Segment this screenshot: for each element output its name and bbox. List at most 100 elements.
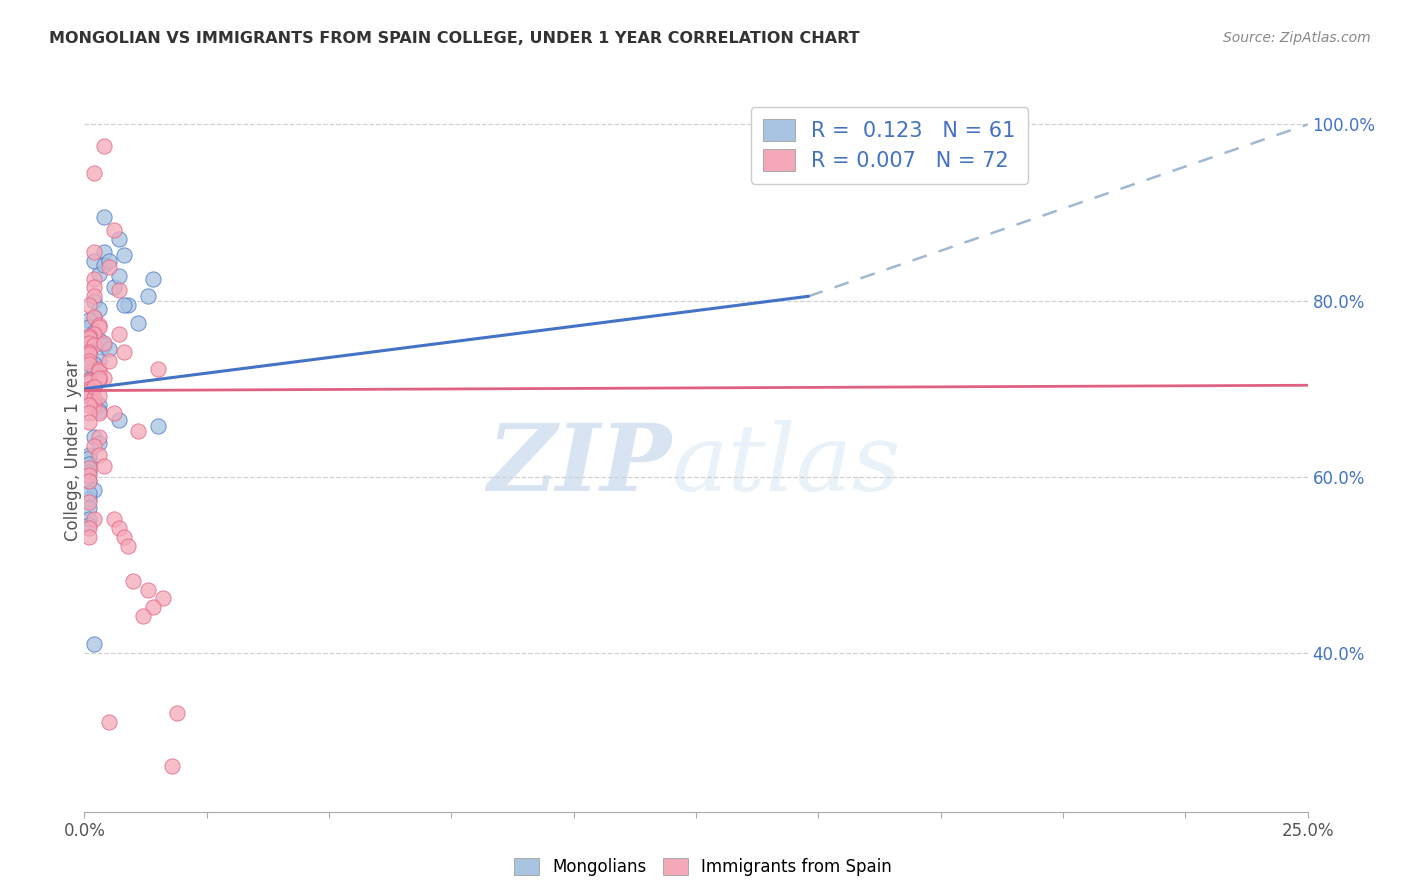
- Point: [103, 280, 125, 294]
- Point: [136, 582, 159, 597]
- Point: [83, 271, 105, 285]
- Point: [77, 331, 100, 345]
- Point: [83, 380, 105, 394]
- Point: [77, 450, 100, 465]
- Point: [77, 382, 100, 396]
- Point: [83, 483, 105, 497]
- Point: [142, 600, 165, 615]
- Point: [83, 395, 105, 409]
- Point: [83, 327, 105, 342]
- Point: [97, 714, 120, 729]
- Point: [136, 289, 159, 303]
- Point: [83, 391, 105, 405]
- Point: [83, 380, 105, 394]
- Point: [77, 466, 100, 480]
- Point: [103, 407, 125, 421]
- Point: [77, 415, 100, 429]
- Point: [77, 468, 100, 483]
- Point: [87, 320, 110, 334]
- Point: [77, 389, 100, 403]
- Point: [83, 362, 105, 376]
- Text: Source: ZipAtlas.com: Source: ZipAtlas.com: [1223, 31, 1371, 45]
- Point: [77, 491, 100, 506]
- Point: [77, 448, 100, 462]
- Point: [103, 512, 125, 526]
- Point: [112, 298, 135, 312]
- Point: [107, 283, 129, 297]
- Point: [77, 335, 100, 350]
- Point: [83, 366, 105, 380]
- Point: [97, 353, 120, 368]
- Point: [77, 344, 100, 359]
- Point: [77, 353, 100, 368]
- Point: [93, 259, 115, 273]
- Point: [77, 407, 100, 421]
- Point: [97, 260, 120, 275]
- Point: [77, 357, 100, 371]
- Point: [112, 248, 135, 262]
- Point: [77, 485, 100, 500]
- Point: [77, 346, 100, 360]
- Point: [77, 382, 100, 396]
- Point: [87, 364, 110, 378]
- Point: [83, 254, 105, 268]
- Point: [77, 457, 100, 471]
- Point: [107, 412, 129, 426]
- Point: [83, 280, 105, 294]
- Point: [87, 389, 110, 403]
- Point: [93, 337, 115, 351]
- Point: [93, 210, 115, 224]
- Point: [132, 609, 155, 624]
- Point: [97, 342, 120, 356]
- Point: [83, 430, 105, 444]
- Point: [83, 311, 105, 326]
- Point: [77, 375, 100, 389]
- Point: [77, 475, 100, 489]
- Point: [77, 384, 100, 398]
- Point: [83, 293, 105, 308]
- Point: [146, 362, 169, 376]
- Point: [87, 448, 110, 462]
- Point: [83, 398, 105, 412]
- Point: [87, 371, 110, 385]
- Point: [166, 706, 188, 720]
- Point: [107, 521, 129, 535]
- Point: [77, 373, 100, 387]
- Point: [77, 386, 100, 401]
- Point: [83, 245, 105, 260]
- Point: [77, 346, 100, 360]
- Point: [77, 373, 100, 387]
- Point: [146, 418, 169, 433]
- Point: [77, 389, 100, 403]
- Point: [77, 329, 100, 343]
- Point: [77, 313, 100, 327]
- Point: [107, 232, 129, 246]
- Point: [83, 337, 105, 351]
- Point: [87, 371, 110, 385]
- Point: [93, 371, 115, 385]
- Point: [83, 637, 105, 651]
- Point: [87, 407, 110, 421]
- Point: [77, 398, 100, 412]
- Point: [87, 334, 110, 348]
- Point: [77, 344, 100, 359]
- Point: [87, 362, 110, 376]
- Point: [77, 375, 100, 389]
- Y-axis label: College, Under 1 year: College, Under 1 year: [65, 359, 82, 541]
- Point: [93, 245, 115, 260]
- Point: [117, 539, 139, 553]
- Point: [77, 475, 100, 489]
- Point: [87, 353, 110, 368]
- Point: [87, 318, 110, 333]
- Point: [122, 574, 145, 588]
- Point: [83, 289, 105, 303]
- Point: [83, 166, 105, 180]
- Point: [87, 373, 110, 387]
- Point: [83, 357, 105, 371]
- Point: [77, 387, 100, 401]
- Point: [83, 325, 105, 339]
- Point: [112, 344, 135, 359]
- Point: [87, 267, 110, 281]
- Point: [77, 298, 100, 312]
- Point: [77, 518, 100, 533]
